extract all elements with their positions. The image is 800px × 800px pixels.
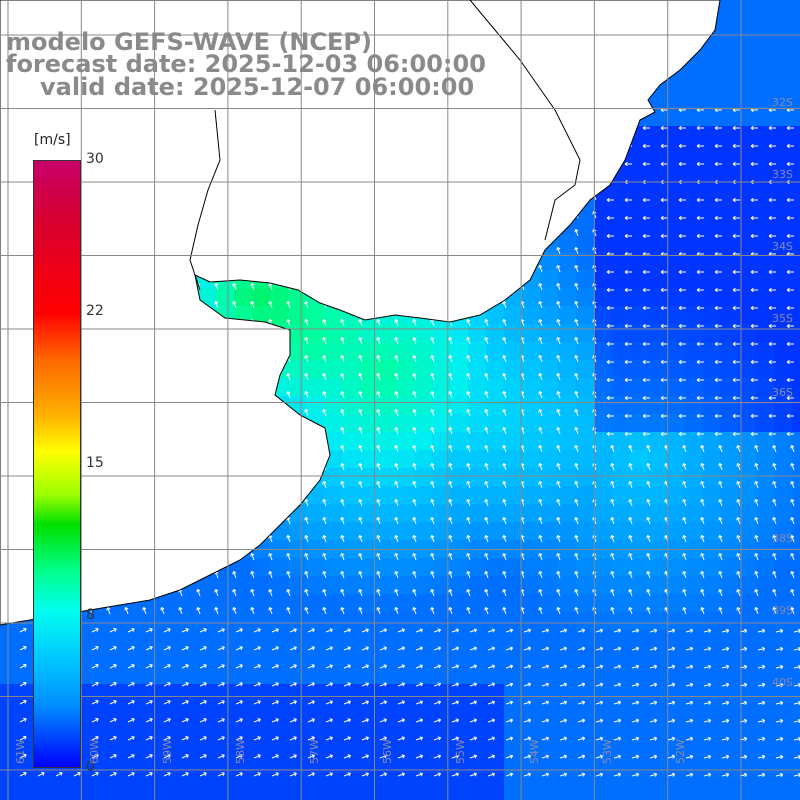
lon-label: 57W bbox=[307, 739, 321, 764]
lon-label: 53W bbox=[600, 739, 614, 764]
lat-label: 35S bbox=[772, 312, 793, 325]
lon-label: 52W bbox=[673, 739, 687, 764]
lon-label: 60W bbox=[87, 739, 101, 764]
colorbar-tick-30: 30 bbox=[86, 151, 104, 167]
lat-label: 34S bbox=[772, 240, 793, 253]
lat-label: 33S bbox=[772, 168, 793, 181]
land-mass bbox=[0, 0, 721, 626]
colorbar-unit: [m/s] bbox=[34, 132, 71, 148]
colorbar-tick-15: 15 bbox=[86, 455, 104, 471]
lat-label: 40S bbox=[772, 676, 793, 689]
lon-label: 59W bbox=[160, 739, 174, 764]
valid-date: valid date: 2025-12-07 06:00:00 bbox=[40, 73, 475, 101]
lat-label: 38S bbox=[772, 532, 793, 545]
forecast-date: forecast date: 2025-12-03 06:00:00 bbox=[6, 50, 486, 78]
lat-label: 39S bbox=[772, 604, 793, 617]
colorbar-tick-0: 0 bbox=[86, 759, 95, 775]
lat-label: 36S bbox=[772, 386, 793, 399]
colorbar-tick-8: 8 bbox=[86, 607, 95, 623]
colorbar-tick-22: 22 bbox=[86, 303, 104, 319]
lon-label: 61W bbox=[13, 739, 27, 764]
lon-label: 58W bbox=[233, 739, 247, 764]
model-title: modelo GEFS-WAVE (NCEP) bbox=[6, 28, 372, 56]
border-line bbox=[189, 109, 221, 291]
lat-label: 32S bbox=[772, 96, 793, 109]
lon-label: 55W bbox=[453, 739, 467, 764]
lon-label: 54W bbox=[527, 739, 541, 764]
lon-label: 56W bbox=[380, 739, 394, 764]
border-line bbox=[469, 0, 581, 241]
colorbar bbox=[33, 160, 81, 768]
